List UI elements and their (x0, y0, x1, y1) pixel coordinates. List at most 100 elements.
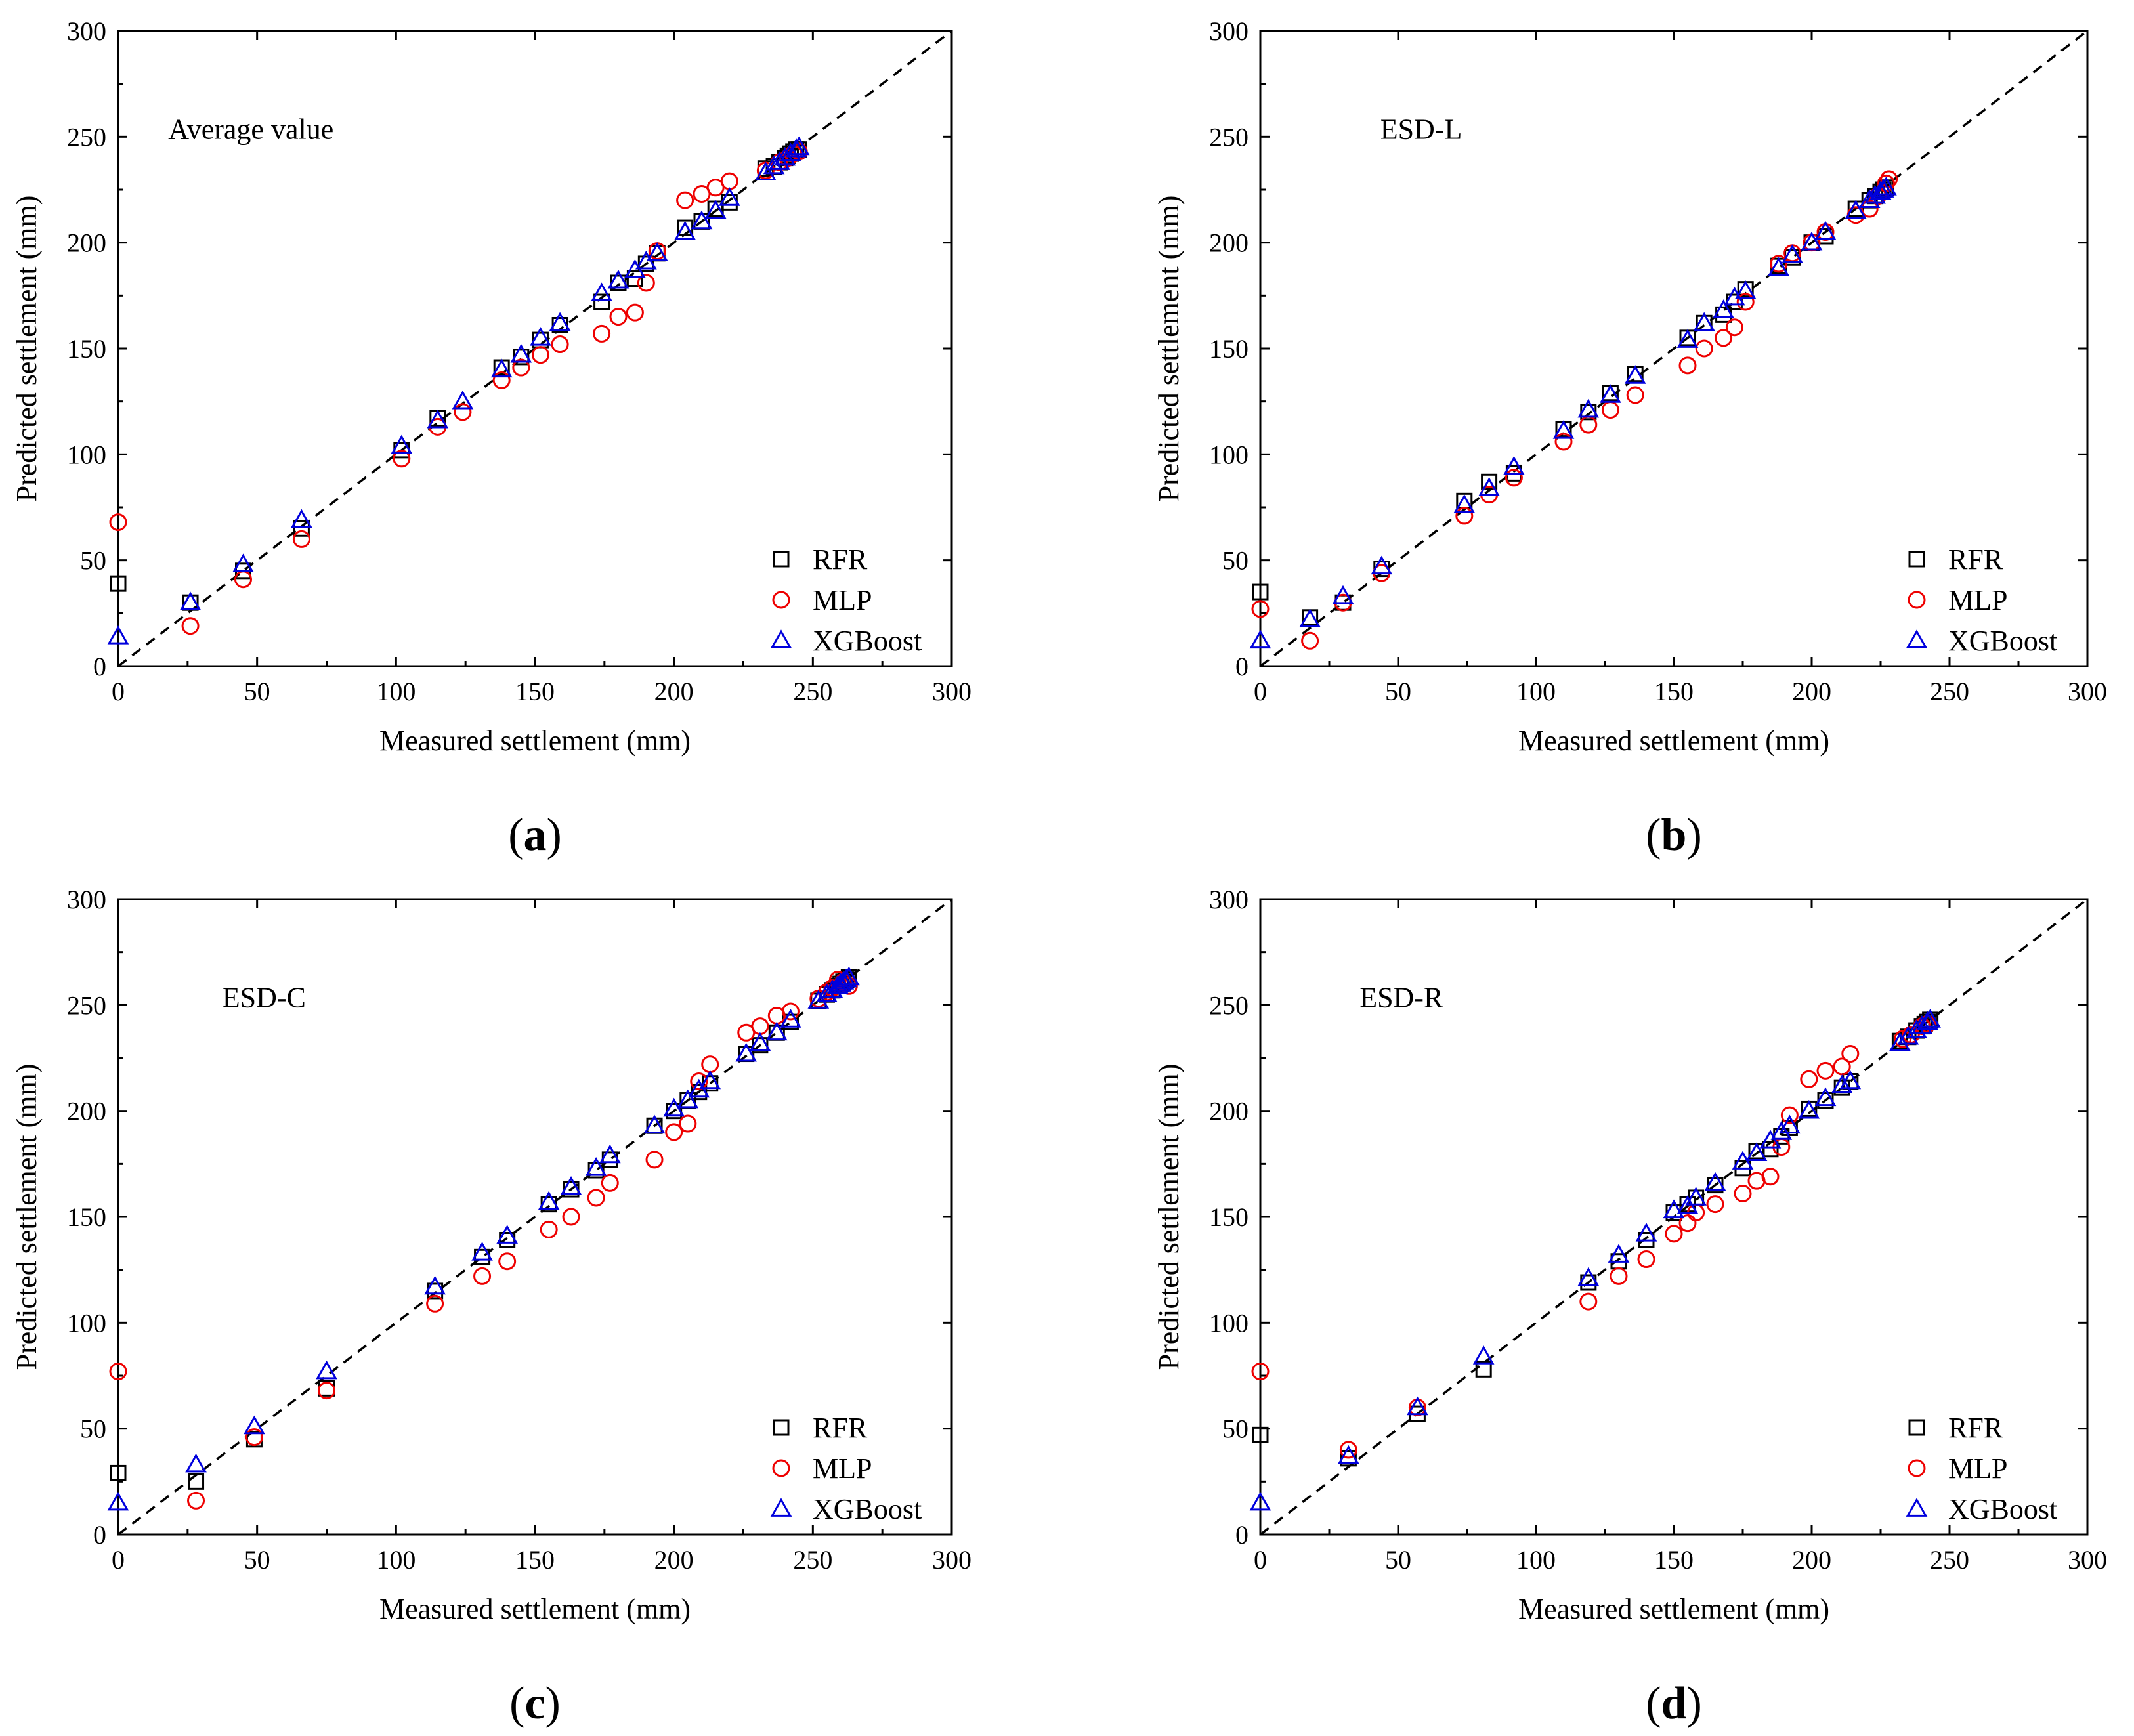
panel-annotation: ESD-R (1359, 982, 1443, 1014)
point-mlp (1665, 1225, 1683, 1243)
series-mlp (1251, 170, 1898, 650)
y-tick-label: 0 (93, 1520, 106, 1550)
point-xgboost (718, 187, 740, 206)
point-xgboost (1663, 1199, 1685, 1219)
reference-line-y-equals-x (1259, 30, 2089, 667)
point-xgboost (735, 1042, 758, 1062)
point-xgboost (788, 136, 810, 156)
legend-marker-xgboost (1906, 1498, 1928, 1517)
point-xgboost (107, 1491, 129, 1511)
y-tick-label: 0 (93, 652, 106, 681)
point-mlp (473, 1267, 492, 1285)
panel-letter-open-paren: ( (508, 810, 523, 860)
point-xgboost (1407, 1396, 1428, 1416)
point-xgboost (1453, 494, 1476, 513)
panel-annotation: ESD-L (1380, 114, 1462, 146)
series-mlp (1251, 1015, 1936, 1459)
panel-letter-close-paren: ) (545, 1678, 561, 1729)
point-mlp (245, 1428, 263, 1447)
y-tick-label: 50 (1222, 546, 1248, 576)
y-tick-label: 0 (1235, 652, 1248, 681)
point-mlp (454, 403, 472, 421)
point-xgboost (785, 138, 807, 158)
y-axis-title: Predicted settlement (mm) (11, 1064, 43, 1370)
series-rfr (1252, 1011, 1939, 1467)
point-xgboost (1704, 1172, 1726, 1191)
y-tick-label: 100 (1209, 1308, 1248, 1338)
point-xgboost (452, 390, 474, 410)
point-xgboost (490, 358, 513, 378)
legend-label-mlp: MLP (1948, 584, 2007, 616)
point-xgboost (1624, 365, 1646, 384)
point-xgboost (549, 312, 571, 331)
y-tick-label: 250 (1209, 990, 1248, 1020)
x-tick-label: 300 (2068, 1545, 2107, 1575)
legend-label-xgboost: XGBoost (1948, 625, 2057, 657)
legend-marker-xgboost (770, 1498, 792, 1517)
point-xgboost (646, 242, 668, 261)
point-mlp (531, 346, 549, 364)
y-axis-title: Predicted settlement (mm) (11, 196, 43, 502)
x-tick-label: 200 (1792, 677, 1831, 706)
legend-label-xgboost: XGBoost (813, 625, 922, 657)
point-mlp (720, 172, 738, 190)
y-tick-label: 150 (1209, 334, 1248, 364)
y-tick-label: 100 (1209, 440, 1248, 469)
point-xgboost (232, 553, 254, 572)
y-tick-label: 50 (80, 1414, 106, 1444)
point-rfr (110, 1464, 127, 1481)
point-mlp (1637, 1250, 1655, 1269)
point-mlp (1761, 1168, 1780, 1186)
point-xgboost (807, 990, 830, 1009)
point-mlp (626, 303, 644, 322)
point-mlp (393, 450, 411, 468)
y-tick-label: 300 (67, 885, 106, 914)
point-xgboost (510, 343, 532, 363)
y-axis-title: Predicted settlement (mm) (1153, 1064, 1185, 1370)
point-xgboost (838, 966, 860, 986)
point-mlp (1610, 1267, 1628, 1285)
legend-label-rfr: RFR (1948, 543, 2003, 576)
point-xgboost (607, 269, 630, 289)
point-mlp (1841, 1045, 1860, 1063)
point-mlp (1626, 386, 1644, 404)
point-mlp (593, 324, 611, 343)
point-xgboost (1779, 1114, 1801, 1134)
point-xgboost (591, 282, 612, 301)
y-tick-label: 200 (1209, 1097, 1248, 1126)
point-mlp (1894, 1030, 1912, 1048)
point-rfr (188, 1473, 205, 1490)
legend-label-rfr: RFR (1948, 1412, 2003, 1444)
point-mlp (751, 1017, 769, 1036)
x-tick-label: 50 (244, 1545, 270, 1575)
legend-label-rfr: RFR (813, 1412, 868, 1444)
point-xgboost (107, 625, 129, 645)
point-mlp (701, 1055, 719, 1074)
point-mlp (676, 191, 694, 209)
point-xgboost (538, 1191, 560, 1210)
x-tick-label: 50 (1385, 677, 1411, 706)
legend: RFR MLP XGBoost (1906, 543, 2057, 657)
point-xgboost (674, 221, 696, 240)
y-tick-label: 50 (1222, 1414, 1248, 1444)
x-tick-label: 100 (376, 677, 416, 706)
x-tick-label: 200 (654, 1545, 694, 1575)
point-mlp (1816, 1061, 1835, 1080)
y-tick-label: 200 (67, 1097, 106, 1126)
y-tick-label: 250 (67, 990, 106, 1020)
point-xgboost (1299, 608, 1321, 627)
x-tick-label: 50 (1385, 1545, 1411, 1575)
panel-b: 0 50 100 150 200 250 300 0 50 100 150 200 250 300 Meas… (1153, 16, 2107, 860)
point-mlp (540, 1220, 558, 1238)
point-xgboost (1839, 1070, 1862, 1090)
panel-letter-text: a (524, 810, 547, 860)
legend-marker-rfr (773, 1419, 790, 1436)
point-xgboost (496, 1225, 519, 1244)
y-tick-label: 100 (67, 440, 106, 469)
point-mlp (562, 1208, 580, 1226)
y-tick-label: 200 (67, 228, 106, 258)
point-mlp (109, 513, 127, 532)
y-tick-label: 50 (80, 546, 106, 576)
panel-letter-close-paren: ) (547, 810, 562, 860)
x-tick-label: 100 (1516, 1545, 1556, 1575)
